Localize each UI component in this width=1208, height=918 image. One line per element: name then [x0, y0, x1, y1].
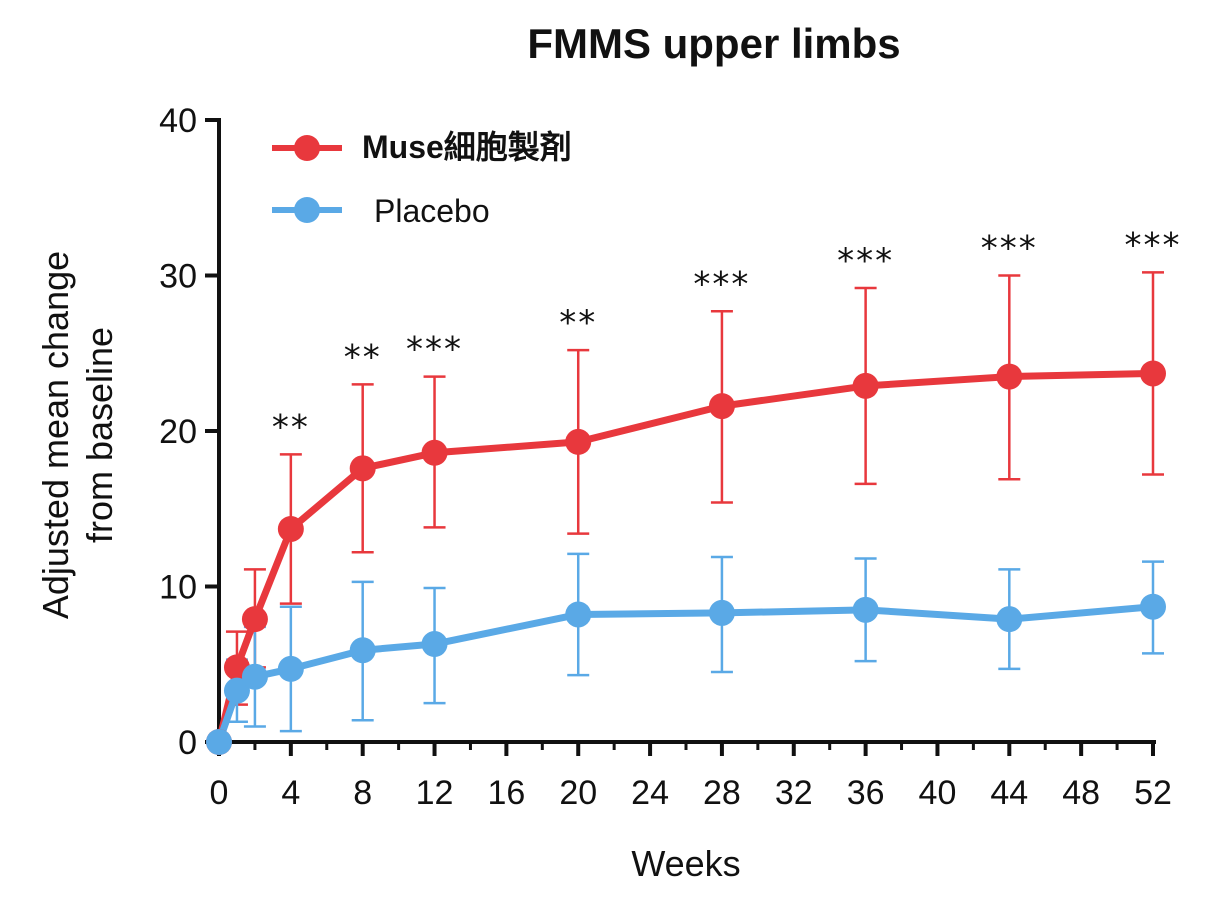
legend-item-placebo: Placebo	[272, 193, 490, 229]
legend-marker-placebo	[294, 197, 320, 223]
legend-item-muse: Muse細胞製剤	[272, 129, 572, 165]
x-tick-label: 8	[353, 774, 372, 812]
x-axis-label: Weeks	[631, 843, 740, 884]
data-point-placebo	[277, 655, 304, 682]
significance-label: ***	[837, 241, 894, 281]
data-point-placebo	[996, 606, 1023, 633]
data-point-muse	[565, 428, 592, 455]
x-tick-label: 28	[703, 774, 741, 812]
significance-label: **	[559, 303, 597, 343]
data-point-placebo	[206, 729, 232, 755]
x-tick-label: 12	[416, 774, 454, 812]
significance-label: ***	[693, 264, 750, 304]
legend: Muse細胞製剤 Placebo	[272, 129, 572, 229]
legend-label-placebo: Placebo	[374, 193, 490, 229]
plot-area: **** *********** *** ***	[206, 225, 1182, 755]
data-point-placebo	[708, 599, 735, 626]
data-point-muse	[852, 372, 879, 399]
significance-label: ***	[1125, 225, 1182, 265]
y-tick-label: 10	[159, 569, 197, 607]
data-point-muse	[277, 515, 304, 542]
y-tick-label: 0	[178, 724, 197, 762]
x-tick-label: 36	[847, 774, 885, 812]
data-point-placebo	[241, 663, 268, 690]
significance-label: **	[344, 337, 382, 377]
data-point-muse	[421, 439, 448, 466]
data-point-muse	[1140, 360, 1166, 387]
x-tick-label: 0	[210, 774, 229, 812]
significance-label: ***	[981, 229, 1038, 269]
x-tick-label: 16	[487, 774, 525, 812]
x-tick-label: 40	[919, 774, 957, 812]
data-point-placebo	[421, 631, 448, 658]
series-line-muse	[215, 369, 1157, 746]
legend-marker-muse	[294, 135, 320, 161]
significance-label: **	[272, 407, 310, 447]
data-point-placebo	[349, 637, 376, 664]
chart-title: FMMS upper limbs	[527, 20, 900, 67]
y-tick-label: 40	[159, 102, 197, 140]
data-point-muse	[708, 393, 735, 420]
x-tick-label: 24	[631, 774, 669, 812]
y-axis-label-line2: from baseline	[79, 327, 120, 543]
x-tick-label: 20	[559, 774, 597, 812]
y-tick-label: 20	[159, 413, 197, 451]
y-tick-label: 30	[159, 258, 197, 296]
data-point-placebo	[1140, 593, 1166, 620]
data-point-placebo	[223, 677, 250, 704]
x-tick-label: 32	[775, 774, 813, 812]
y-axis-label-line1: Adjusted mean change	[35, 251, 76, 619]
x-tick-label: 4	[281, 774, 300, 812]
data-point-muse	[996, 363, 1023, 390]
data-point-muse	[349, 455, 376, 482]
x-tick-label: 48	[1062, 774, 1100, 812]
data-point-placebo	[565, 601, 592, 628]
significance-label: ***	[406, 330, 463, 370]
x-tick-label: 52	[1134, 774, 1172, 812]
data-point-placebo	[852, 596, 879, 623]
y-axis-label: Adjusted mean change from baseline	[35, 251, 120, 619]
legend-label-muse: Muse細胞製剤	[362, 129, 572, 165]
x-tick-label: 44	[990, 774, 1028, 812]
data-point-muse	[241, 606, 268, 633]
